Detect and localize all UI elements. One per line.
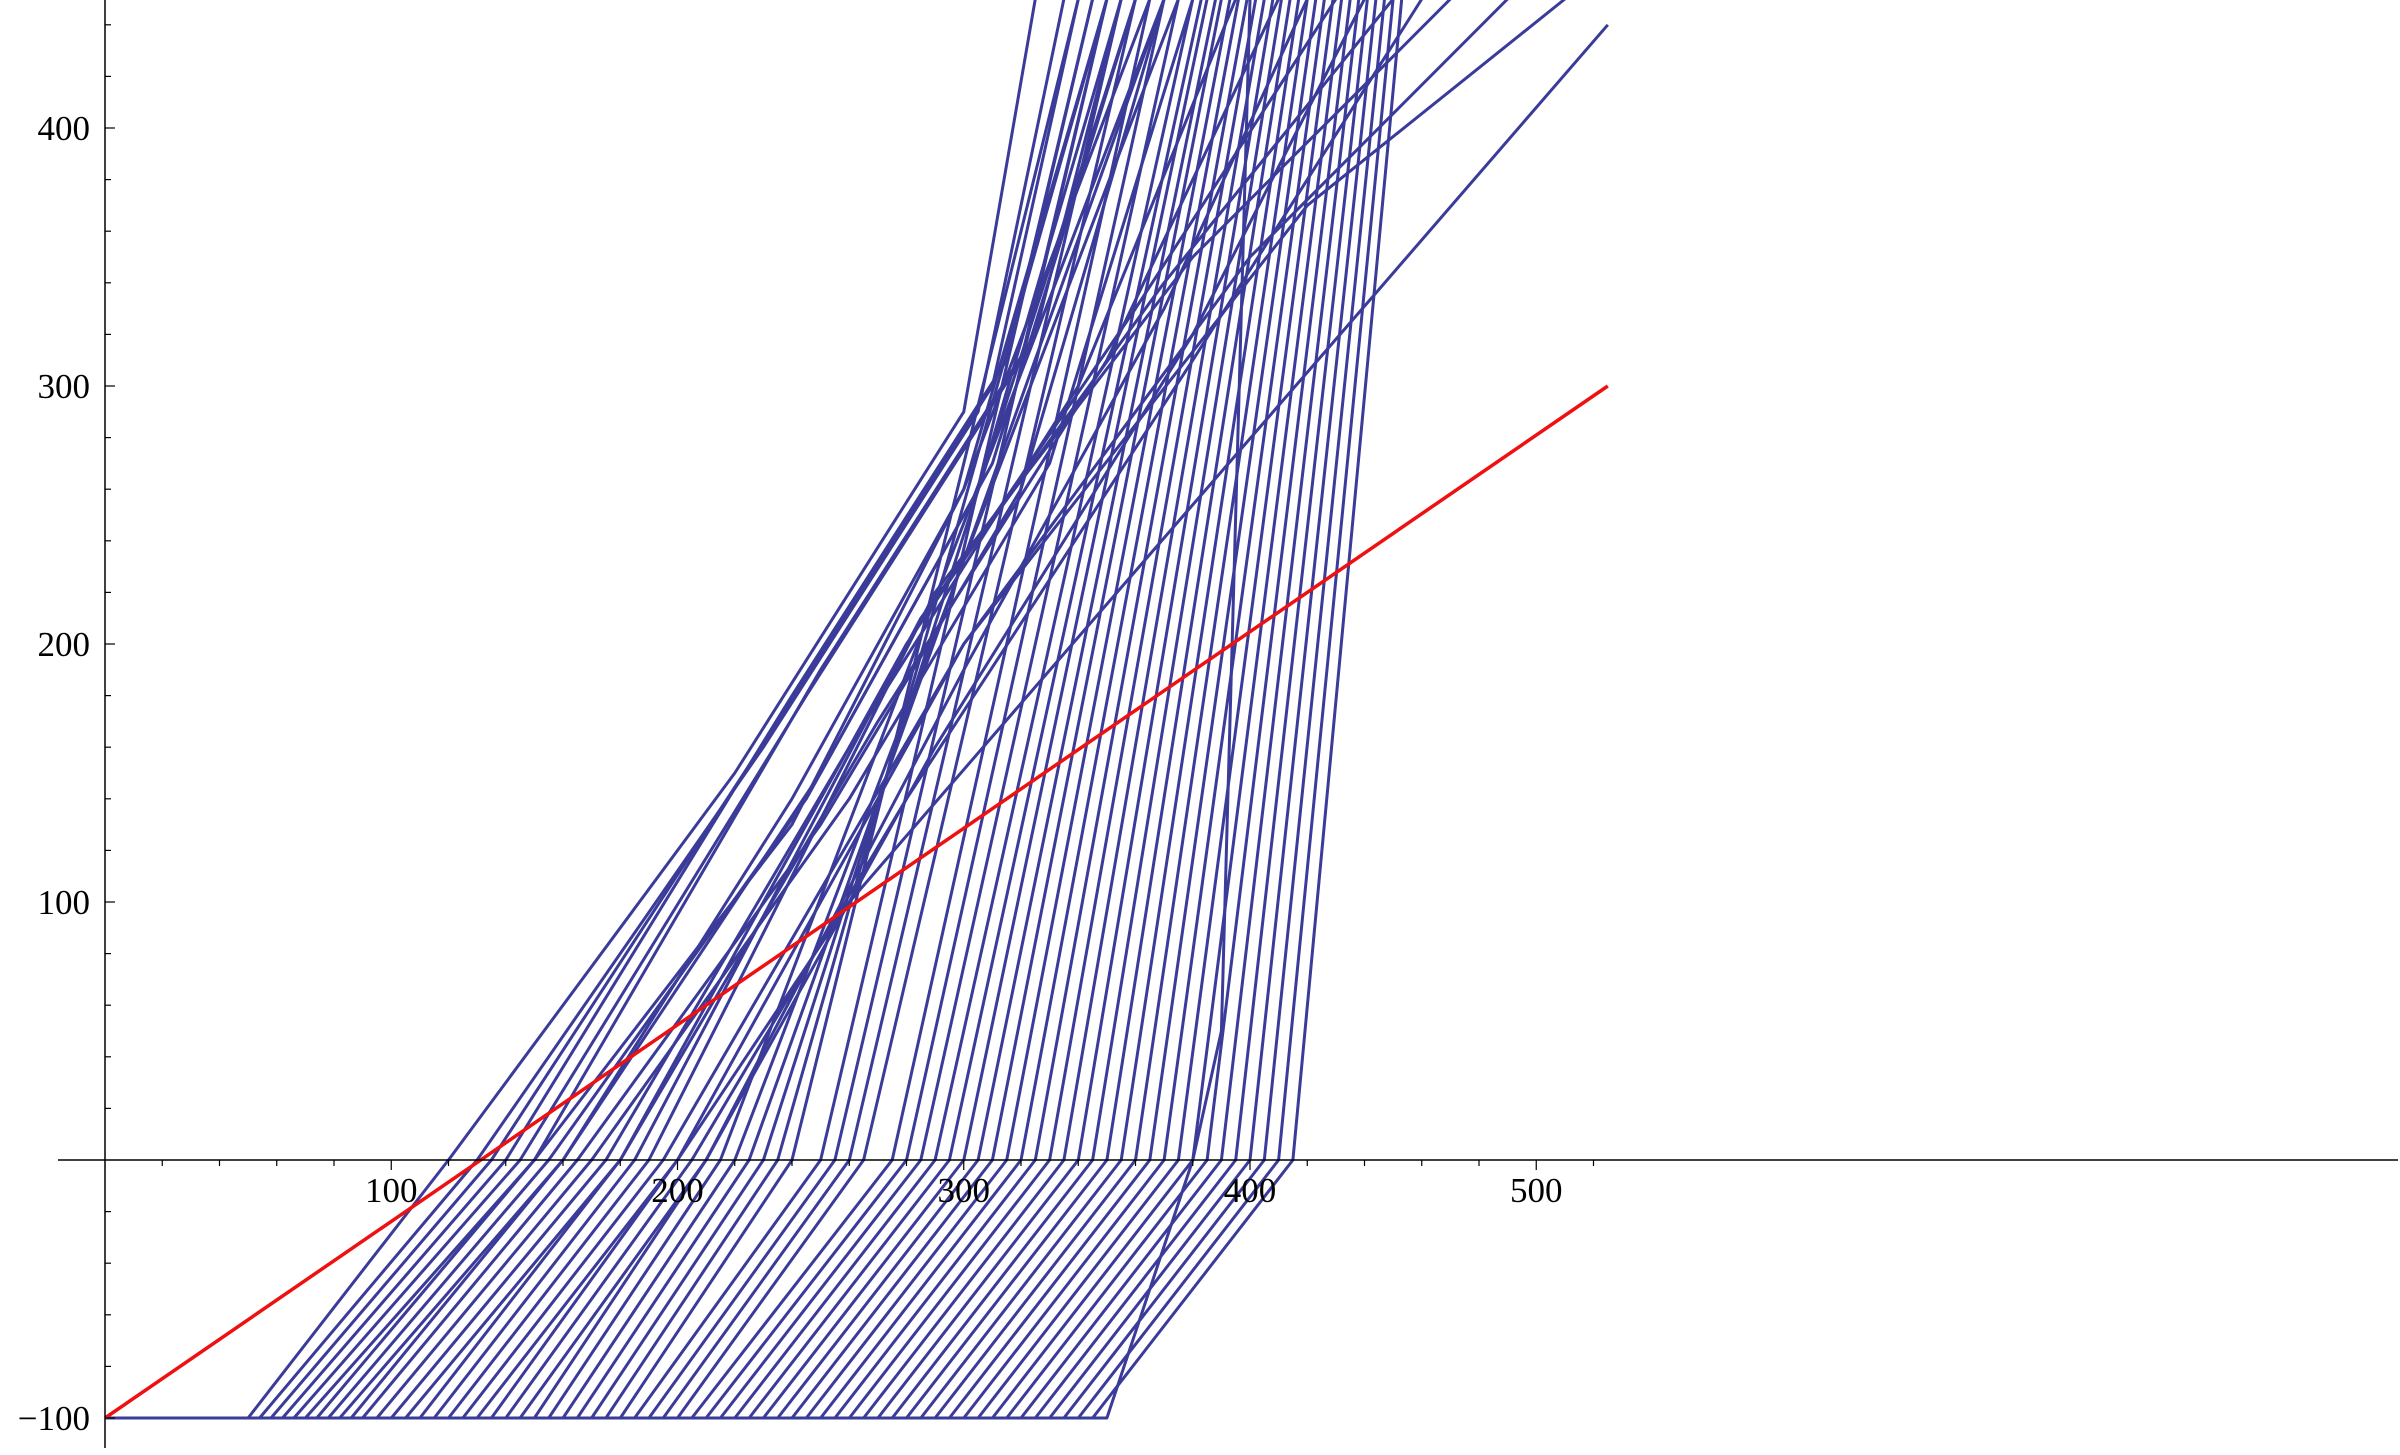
x-tick-label: 200 (651, 1171, 704, 1210)
series-line-blue-35 (105, 0, 1166, 1420)
series-line-red (104, 384, 1609, 1420)
y-tick-label: 300 (38, 367, 91, 406)
series-layer (104, 0, 1609, 1420)
series-line-blue-18 (105, 0, 1509, 1420)
series-line-blue-19 (105, 0, 1566, 1420)
series-line-blue-20 (105, 23, 1609, 1420)
x-tick-label: 400 (1224, 1171, 1277, 1210)
series-line-blue-1 (105, 0, 1037, 1420)
x-axis-ticks: 100 200 300 400 500 (161, 1160, 1595, 1210)
y-tick-label: −100 (18, 1399, 90, 1438)
axes: 100 200 300 400 500 −100 100 200 300 400 (18, 0, 2398, 1448)
y-tick-label: 200 (38, 625, 91, 664)
y-axis-ticks: −100 100 200 300 400 (18, 24, 115, 1438)
x-tick-label: 300 (938, 1171, 991, 1210)
y-tick-label: 100 (38, 883, 91, 922)
series-line-blue-60 (105, 0, 1386, 1420)
x-tick-label: 500 (1510, 1171, 1563, 1210)
series-line-blue-52 (105, 0, 1318, 1420)
y-tick-label: 400 (38, 109, 91, 148)
series-line-blue-29 (105, 0, 1080, 1420)
series-line-blue-3 (105, 0, 1080, 1420)
x-tick-label: 100 (365, 1171, 418, 1210)
